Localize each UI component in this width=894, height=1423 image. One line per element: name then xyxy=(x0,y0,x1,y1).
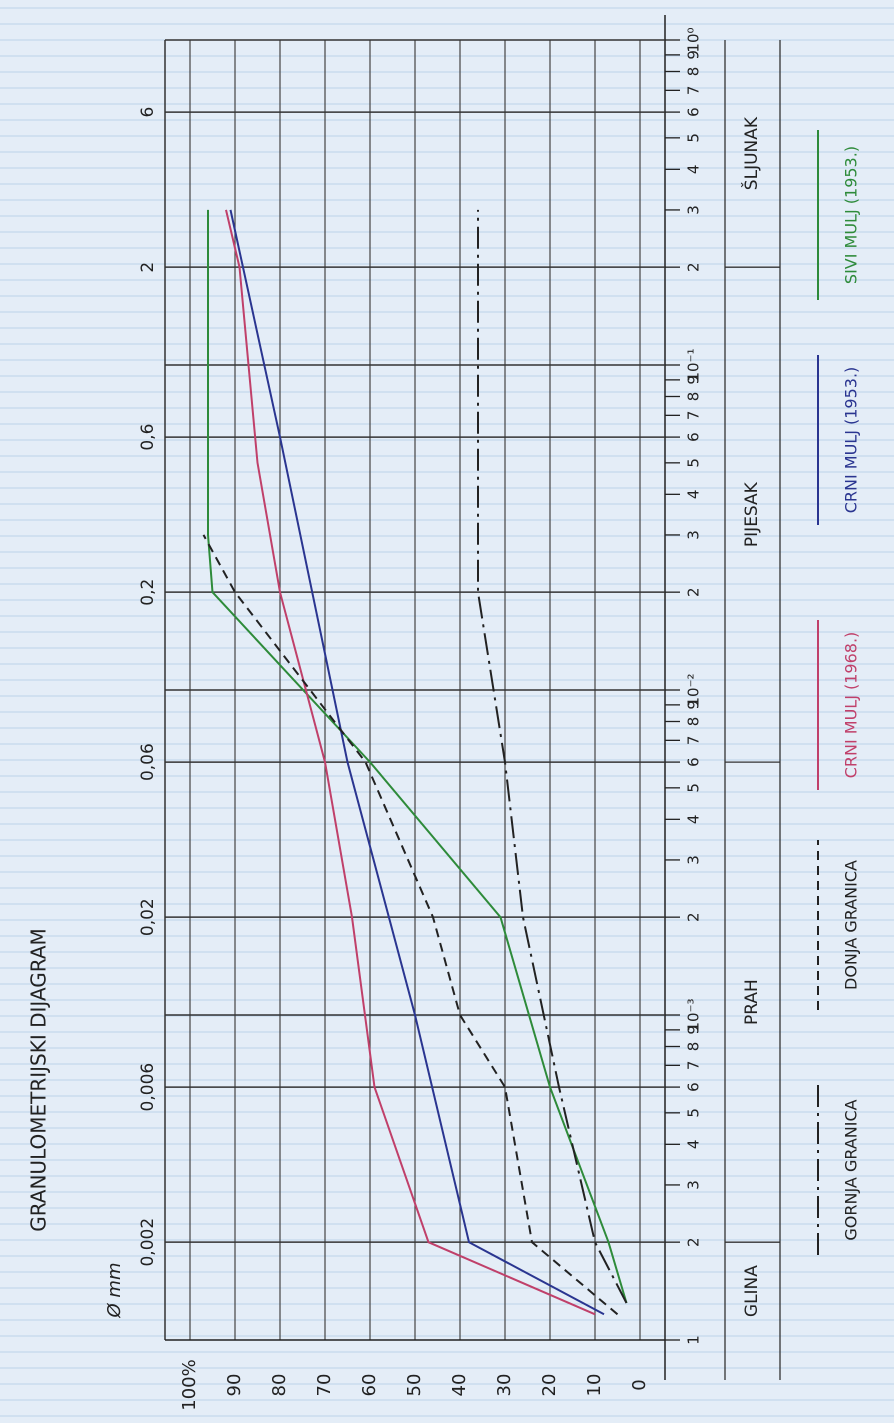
x-tick-label: 10⁻³ xyxy=(685,998,703,1031)
chart-title: GRANULOMETRIJSKI DIJAGRAM xyxy=(27,928,51,1232)
major-tick-label: 0,6 xyxy=(138,424,158,451)
zone-label: GLINA xyxy=(742,1265,762,1317)
x-tick-label: 5 xyxy=(685,458,703,468)
major-tick-label: 2 xyxy=(138,262,158,273)
y-tick-label: 30 xyxy=(494,1374,515,1397)
x-tick-label: 2 xyxy=(685,1237,703,1247)
y-tick-label: 100% xyxy=(179,1359,200,1410)
x-tick-label: 8 xyxy=(685,67,703,77)
x-tick-label: 1 xyxy=(685,1335,703,1345)
x-tick-label: 10⁻² xyxy=(685,673,703,706)
y-tick-label: 80 xyxy=(269,1374,290,1397)
x-tick-label: 7 xyxy=(685,1061,703,1071)
chart: GRANULOMETRIJSKI DIJAGRAM Ø mm 010203040… xyxy=(0,0,894,1423)
x-tick-label: 5 xyxy=(685,1108,703,1118)
x-tick-label: 6 xyxy=(685,107,703,117)
x-tick-label: 2 xyxy=(685,262,703,272)
x-tick-label: 10⁰ xyxy=(685,27,703,52)
x-tick-label: 6 xyxy=(685,432,703,442)
zone-label: PIJESAK xyxy=(742,481,762,547)
major-tick-label: 0,2 xyxy=(138,579,158,606)
x-tick-label: 5 xyxy=(685,133,703,143)
y-tick-label: 10 xyxy=(584,1374,605,1397)
x-tick-label: 8 xyxy=(685,717,703,727)
y-tick-label: 20 xyxy=(539,1374,560,1397)
x-tick-label: 6 xyxy=(685,1082,703,1092)
x-tick-label: 4 xyxy=(685,490,703,500)
legend-label: DONJA GRANICA xyxy=(842,860,861,990)
legend-label: CRNI MULJ (1968.) xyxy=(842,632,861,779)
legend-label: GORNJA GRANICA xyxy=(842,1099,861,1240)
major-tick-label: 0,002 xyxy=(138,1218,158,1267)
x-tick-label: 4 xyxy=(685,1140,703,1150)
x-tick-label: 3 xyxy=(685,530,703,540)
x-tick-label: 4 xyxy=(685,165,703,175)
x-tick-label: 3 xyxy=(685,1180,703,1190)
y-tick-label: 50 xyxy=(404,1374,425,1397)
x-tick-label: 7 xyxy=(685,86,703,96)
y-tick-label: 90 xyxy=(224,1374,245,1397)
zone-label: PRAH xyxy=(742,979,762,1025)
legend-label: SIVI MULJ (1953.) xyxy=(842,146,861,284)
y-tick-label: 40 xyxy=(449,1374,470,1397)
x-tick-label: 5 xyxy=(685,783,703,793)
x-tick-label: 3 xyxy=(685,855,703,865)
x-tick-label: 10⁻¹ xyxy=(685,348,703,381)
zone-label: ŠLJUNAK xyxy=(740,116,762,190)
x-tick-label: 6 xyxy=(685,757,703,767)
x-tick-label: 2 xyxy=(685,587,703,597)
major-tick-label: 0,006 xyxy=(138,1063,158,1112)
x-axis-label: Ø mm xyxy=(104,1263,125,1319)
x-tick-label: 7 xyxy=(685,411,703,421)
y-tick-label: 0 xyxy=(629,1379,650,1390)
x-tick-label: 2 xyxy=(685,912,703,922)
x-tick-label: 7 xyxy=(685,736,703,746)
major-tick-label: 0,06 xyxy=(138,743,158,781)
y-tick-label: 70 xyxy=(314,1374,335,1397)
x-tick-label: 8 xyxy=(685,392,703,402)
major-tick-label: 6 xyxy=(138,107,158,118)
y-tick-label: 60 xyxy=(359,1374,380,1397)
x-tick-label: 4 xyxy=(685,815,703,825)
major-tick-label: 0,02 xyxy=(138,898,158,936)
x-tick-label: 3 xyxy=(685,205,703,215)
x-tick-label: 8 xyxy=(685,1042,703,1052)
legend-label: CRNI MULJ (1953.) xyxy=(842,367,861,514)
